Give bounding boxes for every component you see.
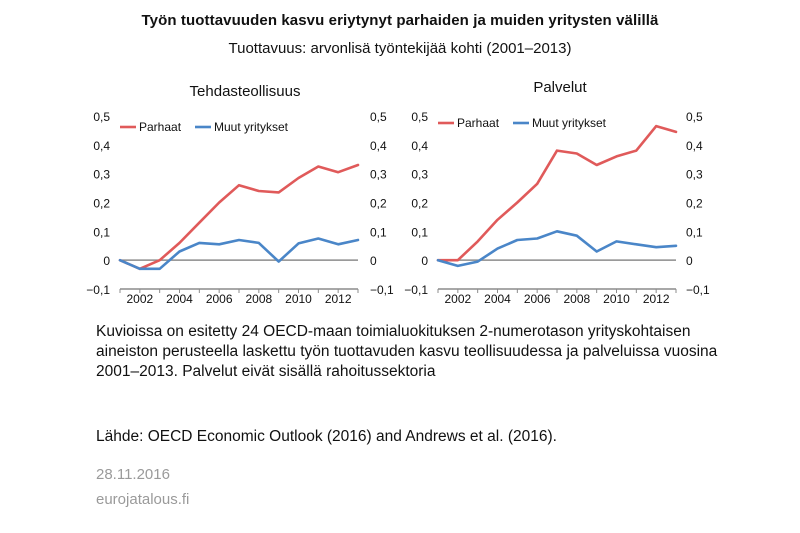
y-tick-label-right: 0,1 (370, 225, 387, 239)
y-tick-label-right: 0,5 (370, 110, 387, 124)
y-tick-label-right: 0,4 (370, 139, 387, 153)
y-tick-label-right: 0,2 (686, 197, 703, 211)
publish-date: 28.11.2016 (96, 466, 170, 483)
y-tick-label-left: 0,2 (411, 197, 428, 211)
legend-label: Muut yritykset (214, 120, 289, 134)
legend-label: Muut yritykset (532, 116, 607, 130)
y-tick-label-right: 0,1 (686, 225, 703, 239)
x-tick-label: 2010 (603, 292, 630, 306)
x-tick-label: 2006 (206, 292, 233, 306)
panel-title-1: Tehdasteollisuus (190, 83, 301, 100)
x-tick-label: 2008 (563, 292, 590, 306)
y-tick-label-left: 0,1 (93, 225, 110, 239)
chart-subtitle: Tuottavuus: arvonlisä työntekijää kohti … (228, 40, 572, 57)
figure-note: Kuvioissa on esitetty 24 OECD-maan toimi… (96, 323, 718, 380)
y-tick-label-left: 0,2 (93, 197, 110, 211)
y-tick-label-right: 0,5 (686, 110, 703, 124)
y-tick-label-right: −0,1 (370, 283, 394, 297)
y-tick-label-right: −0,1 (686, 283, 710, 297)
y-tick-label-right: 0,3 (370, 168, 387, 182)
y-tick-label-left: 0,3 (93, 168, 110, 182)
y-tick-label-right: 0 (370, 254, 377, 268)
y-tick-label-left: 0 (103, 254, 110, 268)
panel-title-2: Palvelut (533, 79, 587, 96)
charts-canvas: Tehdasteollisuus −0,1 −0,1 0 0 0,1 0,1 0,2 0,2 0,… (86, 79, 710, 306)
y-tick-label-left: 0,3 (411, 168, 428, 182)
x-tick-label: 2004 (166, 292, 193, 306)
series-line-parhaat (436, 124, 678, 262)
series-line-muut-yritykset (436, 230, 678, 268)
y-tick-label-right: 0,4 (686, 139, 703, 153)
series-line-muut-yritykset (118, 237, 360, 271)
x-tick-label: 2006 (524, 292, 551, 306)
y-tick-label-left: 0,5 (411, 110, 428, 124)
y-tick-label-left: 0 (421, 254, 428, 268)
site-name: eurojatalous.fi (96, 491, 190, 508)
x-tick-label: 2008 (245, 292, 272, 306)
y-tick-label-left: 0,4 (411, 139, 428, 153)
y-tick-label-right: 0,3 (686, 168, 703, 182)
x-tick-label: 2012 (643, 292, 670, 306)
x-tick-label: 2002 (444, 292, 471, 306)
y-tick-label-left: 0,5 (93, 110, 110, 124)
x-tick-label: 2004 (484, 292, 511, 306)
y-tick-label-left: −0,1 (86, 283, 110, 297)
x-tick-label: 2012 (325, 292, 352, 306)
y-tick-label-right: 0,2 (370, 197, 387, 211)
y-tick-label-left: −0,1 (404, 283, 428, 297)
legend-label: Parhaat (457, 116, 500, 130)
y-tick-label-left: 0,1 (411, 225, 428, 239)
x-tick-label: 2010 (285, 292, 312, 306)
y-tick-label-left: 0,4 (93, 139, 110, 153)
chart-title: Työn tuottavuuden kasvu eriytynyt parhai… (141, 12, 659, 29)
x-tick-label: 2002 (126, 292, 153, 306)
y-tick-label-right: 0 (686, 254, 693, 268)
source-line: Lähde: OECD Economic Outlook (2016) and … (96, 428, 557, 445)
legend-label: Parhaat (139, 120, 182, 134)
series-line-parhaat (118, 163, 360, 271)
